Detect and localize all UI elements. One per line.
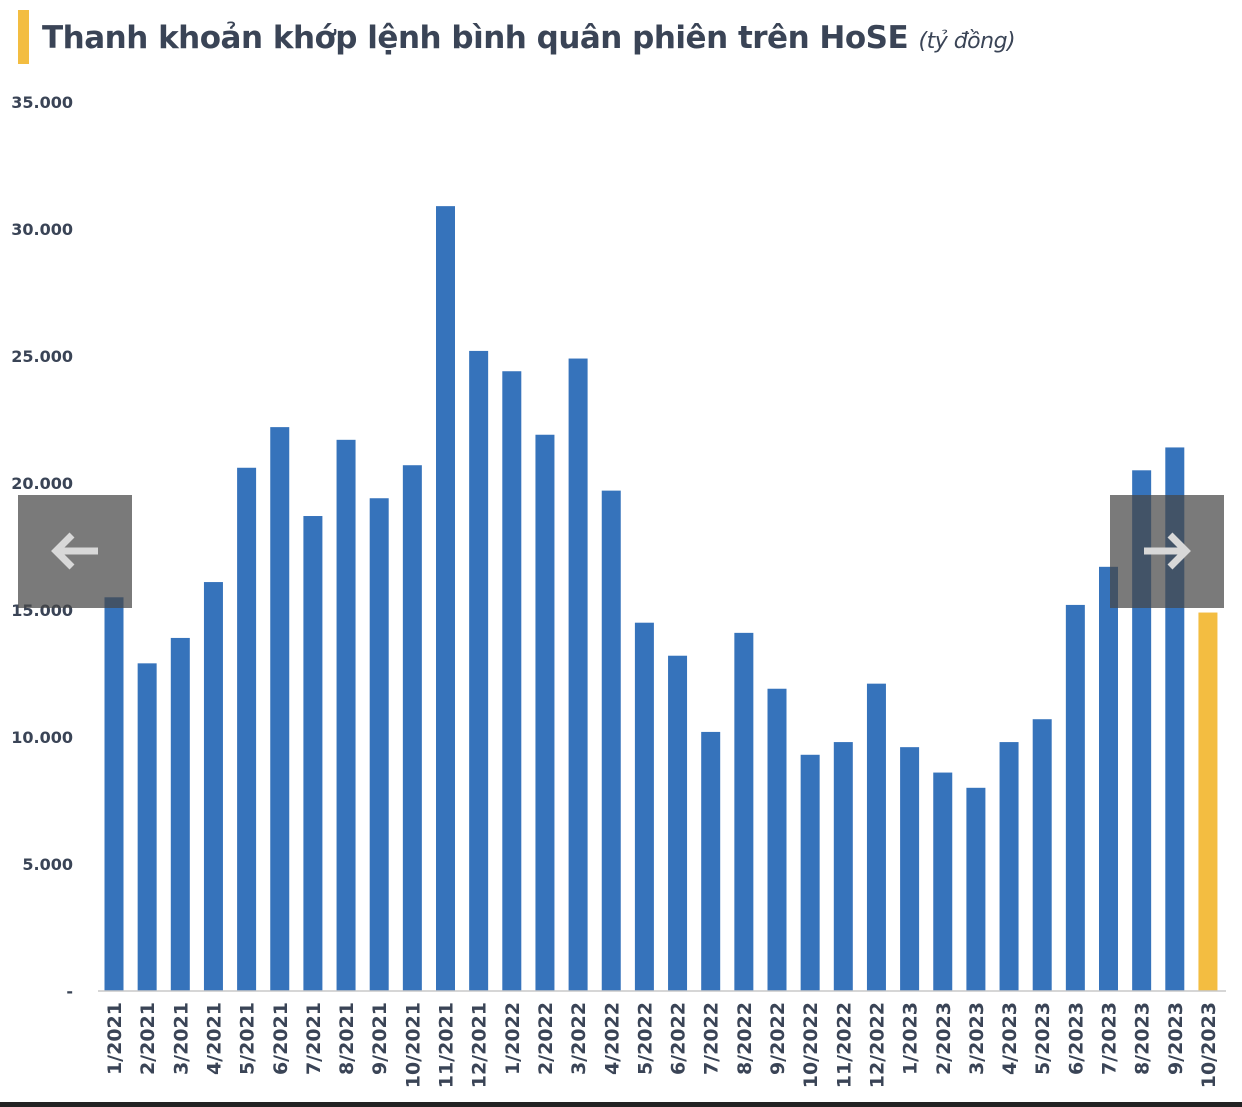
bar-4/2021	[203, 582, 223, 991]
x-tick-label: 10/2021	[402, 1002, 424, 1088]
x-tick-label: 12/2022	[866, 1002, 888, 1088]
prev-button[interactable]	[18, 495, 132, 608]
x-tick-label: 11/2021	[436, 1002, 458, 1088]
arrow-right-icon	[1144, 532, 1191, 570]
x-tick-label: 2/2021	[137, 1002, 159, 1075]
bar-11/2022	[833, 742, 853, 991]
y-tick-label: 5.000	[22, 855, 73, 874]
x-tick-label: 5/2022	[634, 1002, 656, 1075]
bar-4/2023	[999, 742, 1019, 991]
bar-6/2022	[668, 655, 688, 991]
chart-title-text: Thanh khoản khớp lệnh bình quân phiên tr…	[42, 20, 909, 56]
y-tick-label: 35.000	[11, 93, 73, 112]
x-tick-label: 9/2022	[767, 1002, 789, 1075]
bar-1/2023	[900, 747, 920, 991]
next-button[interactable]	[1110, 495, 1224, 608]
bar-9/2022	[767, 688, 787, 991]
x-tick-label: 6/2022	[668, 1002, 690, 1075]
x-tick-label: 8/2023	[1132, 1002, 1154, 1075]
y-tick-label: 25.000	[11, 347, 73, 366]
bar-9/2021	[369, 498, 389, 991]
bar-10/2021	[402, 465, 422, 992]
bar-10/2023	[1198, 612, 1218, 991]
x-tick-label: 6/2021	[270, 1002, 292, 1075]
y-tick-label: -	[66, 982, 73, 1001]
bar-1/2022	[502, 371, 522, 991]
chart-title: Thanh khoản khớp lệnh bình quân phiên tr…	[42, 20, 1016, 56]
x-tick-label: 9/2021	[369, 1002, 391, 1075]
x-tick-label: 8/2021	[336, 1002, 358, 1075]
bar-6/2023	[1065, 604, 1085, 991]
x-tick-label: 10/2022	[800, 1002, 822, 1088]
bar-3/2021	[170, 637, 190, 991]
bar-5/2021	[237, 467, 257, 991]
bar-3/2023	[966, 787, 986, 991]
x-tick-label: 4/2022	[601, 1002, 623, 1075]
x-tick-label: 7/2023	[1099, 1002, 1121, 1075]
x-tick-label: 3/2021	[170, 1002, 192, 1075]
bar-11/2021	[436, 206, 455, 991]
bar-5/2022	[634, 622, 654, 991]
bar-2/2023	[933, 772, 953, 991]
bar-7/2023	[1099, 566, 1118, 991]
x-tick-label: 12/2021	[469, 1002, 491, 1088]
x-tick-label: 3/2023	[966, 1002, 988, 1075]
x-tick-label: 10/2023	[1198, 1002, 1220, 1088]
chart-unit: (tỷ đồng)	[918, 29, 1016, 54]
bar-1/2021	[104, 597, 124, 991]
bar-12/2022	[866, 683, 886, 991]
bar-2/2021	[137, 663, 157, 991]
x-tick-label: 9/2023	[1165, 1002, 1187, 1075]
title-accent-bar	[18, 10, 29, 64]
bar-5/2023	[1032, 719, 1052, 991]
x-tick-label: 8/2022	[734, 1002, 756, 1075]
x-tick-label: 5/2021	[237, 1002, 259, 1075]
bar-2/2022	[535, 434, 555, 991]
x-tick-label: 4/2023	[999, 1002, 1021, 1075]
x-tick-label: 3/2022	[568, 1002, 590, 1075]
y-tick-label: 10.000	[11, 728, 73, 747]
x-tick-label: 2/2022	[535, 1002, 557, 1075]
x-tick-label: 1/2023	[900, 1002, 922, 1075]
bar-3/2022	[568, 358, 588, 991]
x-tick-label: 5/2023	[1032, 1002, 1054, 1075]
bar-10/2022	[800, 754, 820, 991]
x-tick-label: 1/2022	[502, 1002, 524, 1075]
arrow-left-icon	[51, 532, 98, 570]
y-tick-label: 30.000	[11, 220, 73, 239]
bar-8/2021	[336, 439, 356, 991]
bar-8/2022	[734, 632, 754, 991]
bar-6/2021	[270, 427, 290, 991]
x-tick-label: 4/2021	[203, 1002, 225, 1075]
x-tick-label: 11/2022	[833, 1002, 855, 1088]
y-tick-label: 20.000	[11, 474, 73, 493]
bar-4/2022	[601, 490, 621, 991]
bottom-border	[0, 1102, 1242, 1107]
bar-7/2021	[303, 516, 323, 991]
x-tick-label: 1/2021	[104, 1002, 126, 1075]
x-tick-label: 2/2023	[933, 1002, 955, 1075]
bar-12/2021	[469, 350, 489, 991]
bar-7/2022	[701, 731, 721, 991]
x-tick-label: 7/2021	[303, 1002, 325, 1075]
x-tick-label: 6/2023	[1065, 1002, 1087, 1075]
x-tick-label: 7/2022	[701, 1002, 723, 1075]
